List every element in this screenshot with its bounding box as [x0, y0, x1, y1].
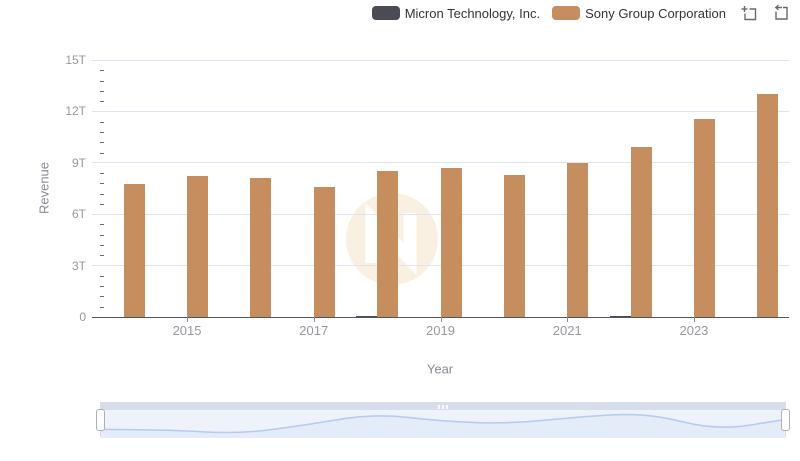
- legend-label-micron: Micron Technology, Inc.: [404, 5, 541, 21]
- legend-item-micron[interactable]: Micron Technology, Inc.: [371, 5, 541, 21]
- bar-sony-2015[interactable]: [187, 176, 209, 317]
- y-minor-tick: [100, 203, 104, 205]
- x-tick: [187, 317, 189, 322]
- y-minor-tick: [100, 142, 104, 144]
- bar-micron-2018[interactable]: [356, 316, 378, 317]
- bar-sony-2023[interactable]: [693, 119, 715, 317]
- legend: Micron Technology, Inc. Sony Group Corpo…: [371, 4, 790, 22]
- y-minor-tick: [100, 121, 104, 123]
- x-tick: [313, 317, 315, 322]
- sony-series-swatch: [552, 6, 581, 20]
- y-minor-tick: [100, 296, 104, 298]
- grip-icon: [442, 404, 444, 409]
- bar-sony-2014[interactable]: [123, 183, 145, 317]
- y-minor-tick: [100, 275, 104, 277]
- y-tick-label: 12T: [65, 104, 86, 119]
- micron-series-swatch: [371, 6, 400, 20]
- y-minor-tick: [100, 90, 104, 92]
- bar-sony-2022[interactable]: [630, 147, 652, 317]
- y-minor-tick: [100, 152, 104, 154]
- legend-label-sony: Sony Group Corporation: [585, 5, 726, 21]
- bar-sony-2024[interactable]: [757, 93, 779, 317]
- grip-icon: [446, 404, 448, 409]
- restore-icon[interactable]: [772, 4, 790, 22]
- legend-item-sony[interactable]: Sony Group Corporation: [552, 6, 726, 21]
- y-minor-tick: [100, 286, 104, 288]
- bar-sony-2019[interactable]: [440, 168, 462, 317]
- grip-icon: [438, 404, 440, 409]
- x-tick: [440, 317, 442, 322]
- bar-micron-2022[interactable]: [609, 316, 631, 317]
- x-tick-label: 2021: [552, 323, 582, 338]
- y-tick-label: 3T: [71, 258, 86, 273]
- y-minor-tick: [100, 80, 104, 82]
- y-minor-tick: [100, 234, 104, 236]
- datazoom-slider[interactable]: [96, 402, 790, 438]
- x-tick-label: 2015: [172, 323, 202, 338]
- x-axis-title: Year: [426, 361, 454, 377]
- bar-sony-2020[interactable]: [503, 175, 525, 317]
- datazoom-left-handle[interactable]: [96, 409, 105, 431]
- bar-sony-2016[interactable]: [250, 178, 272, 317]
- y-minor-tick: [100, 224, 104, 226]
- x-tick: [567, 317, 569, 322]
- y-tick-label: 9T: [71, 155, 86, 170]
- y-gridline: [92, 110, 789, 112]
- x-tick-label: 2019: [426, 323, 455, 338]
- plot-area: 0 3T 6T 9T 12T 15T 2015 2017 2019 2021 2023: [65, 53, 789, 338]
- y-minor-tick: [100, 173, 104, 175]
- x-tick: [693, 317, 695, 322]
- datazoom-right-handle[interactable]: [781, 409, 790, 431]
- y-gridline: [92, 59, 789, 61]
- x-tick-label: 2017: [299, 323, 329, 338]
- y-tick-label: 15T: [65, 53, 86, 67]
- y-minor-tick: [100, 131, 104, 133]
- y-tick-label: 6T: [71, 207, 86, 222]
- y-minor-tick: [100, 70, 104, 72]
- y-minor-tick: [100, 183, 104, 185]
- datazoom-preview: [101, 413, 785, 438]
- y-minor-tick: [100, 245, 104, 247]
- zoom-select-icon[interactable]: [740, 4, 758, 22]
- datazoom-move-handle[interactable]: [101, 403, 785, 410]
- bar-sony-2021[interactable]: [567, 162, 589, 317]
- y-gridline: [92, 162, 789, 164]
- y-minor-tick: [100, 255, 104, 257]
- bar-sony-2017[interactable]: [313, 186, 335, 317]
- y-minor-tick: [100, 101, 104, 103]
- bar-sony-2018[interactable]: [377, 170, 399, 317]
- y-tick-label: 0: [79, 310, 86, 324]
- x-tick-label: 2023: [679, 323, 709, 338]
- y-minor-tick: [100, 306, 104, 308]
- y-minor-tick: [100, 193, 104, 195]
